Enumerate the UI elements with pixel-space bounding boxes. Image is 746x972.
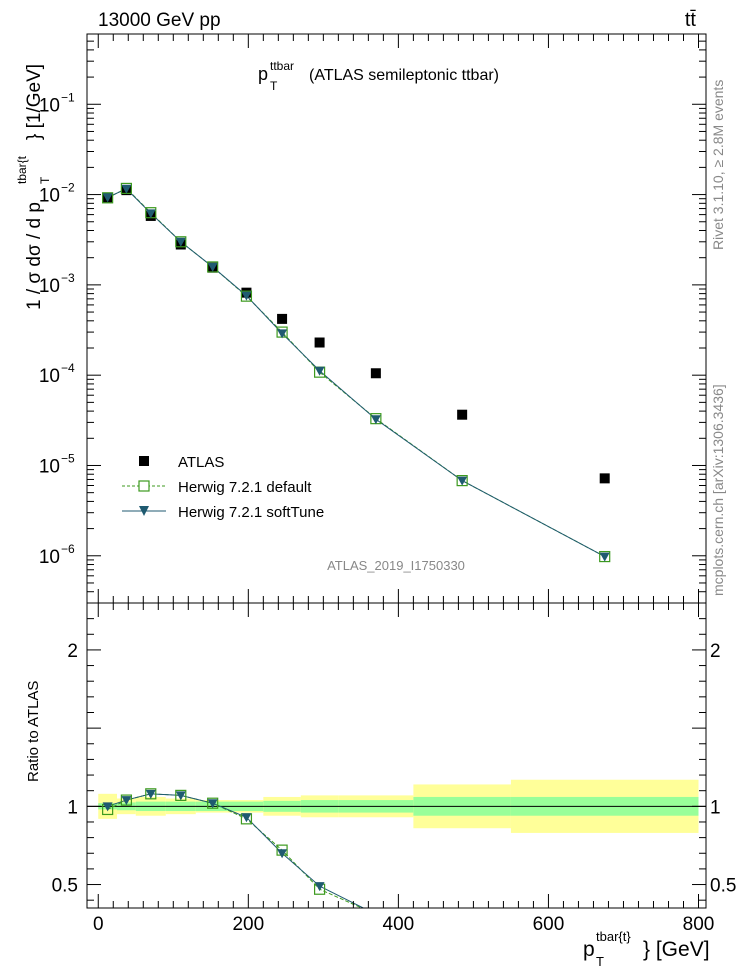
data-point-softtune: [175, 237, 186, 247]
ratio-point-softtune: [277, 849, 288, 859]
analysis-id: ATLAS_2019_I1750330: [327, 558, 465, 573]
data-point-atlas: [370, 368, 381, 379]
plot-title-symbol: p: [258, 64, 268, 84]
y-tick-label: 10: [39, 186, 60, 207]
x-tick-label: 0: [93, 914, 104, 935]
y-tick-label-exponent: −5: [61, 451, 75, 465]
data-point-softtune: [145, 209, 156, 219]
x-tick-label: 600: [533, 914, 565, 935]
ratio-tick-label: 1: [67, 797, 78, 818]
ratio-point-softtune: [314, 882, 325, 892]
ratio-point-softtune: [121, 796, 132, 806]
y-tick-label-exponent: −3: [61, 271, 75, 285]
data-point-atlas: [599, 473, 610, 484]
x-tick-label: 200: [232, 914, 264, 935]
data-point-softtune: [457, 476, 468, 486]
data-point-softtune: [207, 262, 218, 272]
y-axis-label: 1 / σ dσ / d p T tbar{t } [1/GeV]: [15, 64, 52, 310]
ratio-point-softtune: [241, 813, 252, 823]
ratio-point-softtune: [145, 789, 156, 799]
legend-atlas-marker: [139, 456, 149, 466]
x-tick-label: 400: [383, 914, 415, 935]
ratio-point-softtune: [102, 802, 113, 812]
y-tick-label-exponent: −1: [61, 90, 75, 104]
ratio-tick-label-right: 0.5: [710, 876, 736, 897]
legend-softtune-marker: [139, 506, 149, 516]
ratio-point-default: [457, 928, 467, 938]
legend: ATLAS Herwig 7.2.1 default Herwig 7.2.1 …: [122, 454, 324, 521]
x-axis-label-end: } [GeV]: [643, 938, 710, 961]
ratio-point-softtune: [457, 929, 467, 938]
ratio-point-softtune: [175, 791, 186, 801]
ratio-tick-label: 0.5: [52, 876, 78, 897]
y-tick-label: 10: [39, 366, 60, 387]
ratio-tick-label: 2: [67, 641, 78, 662]
data-point-softtune: [121, 184, 132, 194]
y-tick-label: 10: [39, 95, 60, 116]
ratio-markers: [102, 788, 467, 938]
data-point-atlas: [457, 409, 468, 420]
x-axis-label-main: p: [583, 938, 595, 961]
data-point-softtune: [277, 329, 288, 339]
energy-label: 13000 GeV pp: [98, 10, 221, 31]
data-point-atlas: [314, 337, 325, 348]
y-tick-label-exponent: −4: [61, 361, 75, 375]
data-point-softtune: [599, 552, 610, 562]
data-point-softtune: [241, 291, 252, 301]
plot-title-sup: ttbar: [270, 59, 294, 73]
y-tick-label: 10: [39, 456, 60, 477]
y-axis-label-main: 1 / σ dσ / d p: [24, 202, 45, 310]
mcplots-label: mcplots.cern.ch [arXiv:1306.3436]: [710, 384, 726, 596]
y-tick-label-exponent: −2: [61, 181, 75, 195]
process-label: tt̄: [685, 9, 697, 31]
data-point-softtune: [370, 415, 381, 425]
x-tick-label: 800: [683, 914, 715, 935]
main-markers: [102, 182, 611, 563]
ratio-point-softtune: [371, 910, 381, 919]
x-axis-label-sub: T: [596, 954, 604, 969]
y-axis-label-sub: T: [38, 176, 52, 184]
data-point-softtune: [314, 366, 325, 376]
ratio-y-axis-label: Ratio to ATLAS: [25, 681, 42, 782]
legend-atlas-label: ATLAS: [178, 454, 224, 471]
y-tick-label: 10: [39, 276, 60, 297]
legend-default-marker: [138, 480, 150, 492]
axis-ticks: [87, 34, 706, 908]
y-axis-label-end: } [1/GeV]: [24, 64, 45, 140]
y-tick-label: 10: [39, 547, 60, 568]
data-point-default: [102, 192, 114, 204]
ratio-tick-label-right: 2: [710, 641, 721, 662]
ratio-point-softtune: [207, 799, 218, 809]
plot-title-sub: T: [270, 79, 278, 93]
data-point-default: [240, 290, 253, 302]
legend-softtune-label: Herwig 7.2.1 softTune: [178, 504, 324, 521]
ratio-plot-frame: [86, 602, 707, 909]
ratio-point-default: [371, 909, 381, 919]
data-point-softtune: [102, 193, 113, 203]
plot-title-suffix: (ATLAS semileptonic ttbar): [309, 67, 499, 84]
legend-default-label: Herwig 7.2.1 default: [178, 479, 312, 496]
ratio-tick-label-right: 1: [710, 797, 721, 818]
rivet-label: Rivet 3.1.10, ≥ 2.8M events: [710, 80, 726, 250]
y-tick-label-exponent: −6: [61, 542, 75, 556]
data-point-atlas: [277, 313, 288, 324]
y-axis-label-sup: tbar{t: [15, 155, 29, 184]
x-axis-label-sup: tbar{t}: [596, 929, 631, 944]
